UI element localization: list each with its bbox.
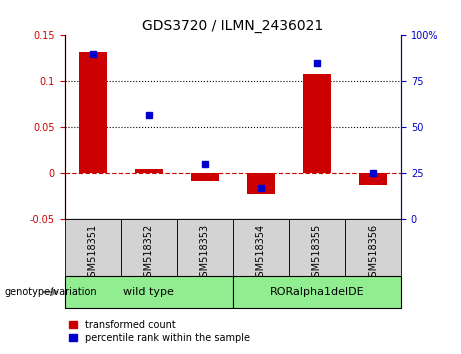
Text: GSM518353: GSM518353 [200,224,210,283]
Bar [135,169,163,173]
Bar [78,52,106,173]
Text: GSM518351: GSM518351 [88,224,98,283]
Title: GDS3720 / ILMN_2436021: GDS3720 / ILMN_2436021 [142,19,324,33]
Bar [345,219,401,276]
Bar [233,276,401,308]
Text: GSM518356: GSM518356 [368,224,378,283]
Text: wild type: wild type [123,287,174,297]
Bar [65,219,121,276]
Text: GSM518352: GSM518352 [144,224,154,283]
Legend: transformed count, percentile rank within the sample: transformed count, percentile rank withi… [70,320,250,343]
Bar [359,173,387,185]
Bar [65,276,233,308]
Bar [247,173,275,194]
Text: GSM518354: GSM518354 [256,224,266,283]
Bar [289,219,345,276]
Bar [233,219,289,276]
Bar [303,74,331,173]
Text: GSM518355: GSM518355 [312,224,322,283]
Text: RORalpha1delDE: RORalpha1delDE [270,287,364,297]
Text: genotype/variation: genotype/variation [5,287,97,297]
Bar [191,173,219,181]
Bar [177,219,233,276]
Bar [121,219,177,276]
